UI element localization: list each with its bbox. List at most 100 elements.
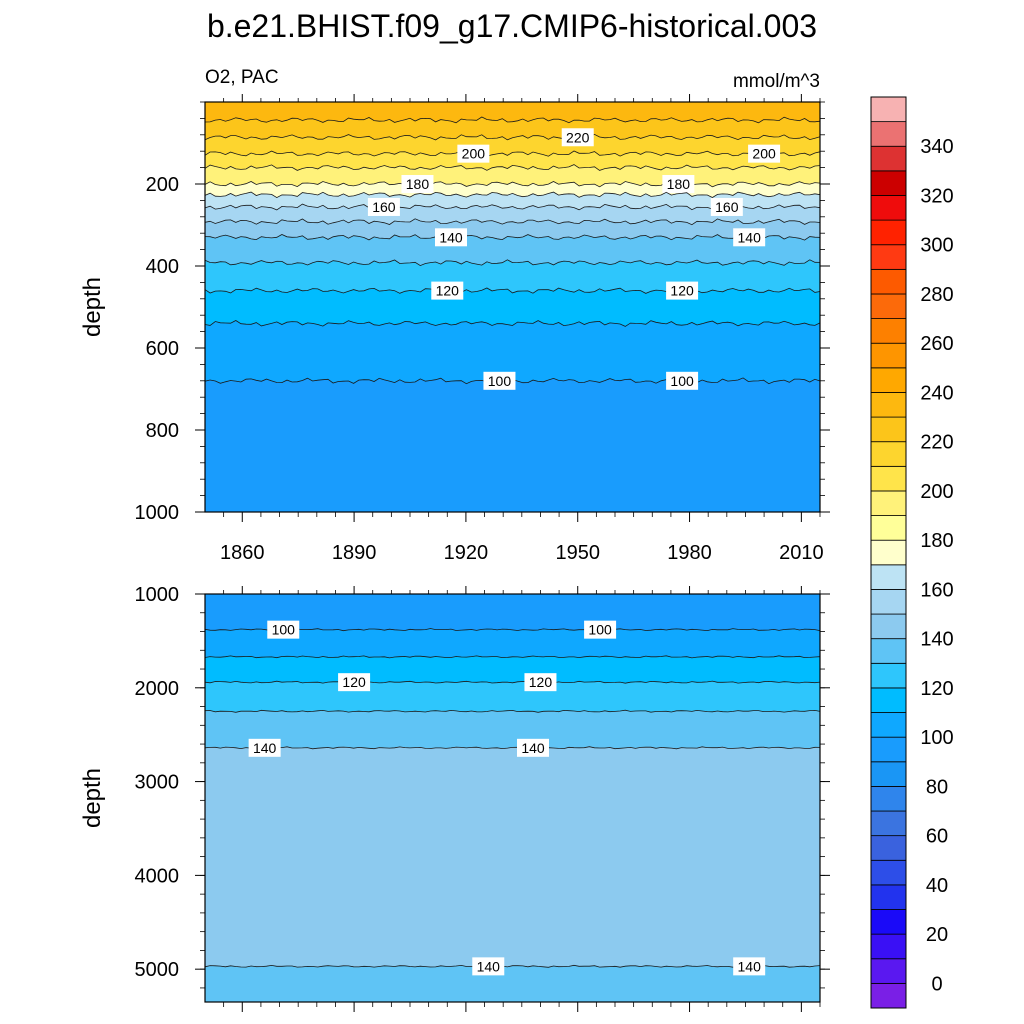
colorbar-label: 160 [920, 579, 953, 601]
contour-line [204, 150, 821, 157]
contour-label: 100 [666, 371, 699, 390]
contour-label: 120 [431, 281, 464, 300]
colorbar-swatch [870, 293, 907, 319]
y-tick-label: 3000 [135, 772, 180, 794]
contour-band [204, 746, 821, 968]
colorbar-swatch [870, 761, 907, 787]
contour-label-text: 120 [670, 283, 694, 299]
contour-label-text: 100 [670, 373, 694, 389]
contour-label: 200 [748, 144, 781, 163]
contour-label-text: 120 [436, 283, 460, 299]
colorbar-swatch [870, 318, 907, 344]
colorbar-swatch [870, 662, 907, 689]
contour-label: 160 [367, 197, 400, 216]
colorbar-swatch [870, 121, 907, 147]
colorbar-swatch [870, 268, 907, 295]
contour-band [204, 680, 821, 713]
chart-title: b.e21.BHIST.f09_g17.CMIP6-historical.003 [207, 8, 817, 44]
colorbar-swatch [870, 490, 907, 516]
colorbar-swatch [870, 638, 907, 664]
contour-line [204, 320, 821, 327]
y-tick-label: 400 [146, 256, 179, 278]
contour-label: 140 [733, 228, 766, 247]
contour-label: 220 [561, 128, 594, 147]
colorbar-swatch [870, 195, 907, 221]
contour-label-text: 100 [588, 622, 612, 638]
colorbar-label: 40 [926, 875, 948, 897]
contour-label: 140 [517, 738, 549, 757]
colorbar-swatch [870, 416, 907, 443]
colorbar-swatch [870, 958, 907, 984]
colorbar-label: 60 [926, 826, 948, 848]
x-tick-label: 1860 [220, 542, 265, 564]
colorbar-label: 300 [920, 235, 953, 257]
colorbar-swatch [870, 810, 907, 837]
contour-label: 140 [472, 957, 505, 976]
colorbar-swatch [870, 613, 907, 640]
contour-label-text: 180 [406, 176, 430, 192]
contour-label-text: 140 [738, 958, 762, 974]
colorbar-swatch [870, 367, 907, 393]
contour-line [204, 116, 821, 124]
contour-label-text: 140 [738, 229, 762, 245]
y-tick-label: 1000 [135, 502, 180, 524]
colorbar-swatch [870, 515, 907, 541]
contour-label: 140 [248, 738, 281, 757]
colorbar-swatch [870, 884, 907, 910]
contour-band [204, 709, 821, 750]
colorbar-swatch [870, 835, 907, 861]
contour-label: 160 [710, 197, 743, 216]
colorbar-label: 100 [920, 727, 953, 749]
contour-line [204, 746, 821, 750]
colorbar-swatch [870, 96, 907, 123]
contour-band [204, 964, 821, 1003]
colorbar-swatch [870, 859, 907, 886]
contour-label-text: 200 [752, 146, 776, 162]
colorbar-swatch [870, 589, 907, 615]
colorbar-label: 20 [926, 924, 948, 946]
colorbar-swatch [870, 342, 907, 369]
contour-label: 100 [267, 620, 300, 639]
colorbar-label: 0 [931, 973, 942, 995]
contour-line [204, 964, 821, 968]
y-tick-label: 1000 [135, 584, 180, 606]
colorbar-label: 280 [920, 284, 953, 306]
contour-line [204, 287, 821, 294]
contour-label-text: 160 [372, 199, 396, 215]
variable-region-label: O2, PAC [205, 67, 279, 88]
colorbar-label: 200 [920, 481, 953, 503]
contour-band [204, 259, 821, 294]
units-label: mmol/m^3 [733, 71, 820, 92]
contour-line [204, 628, 821, 632]
contour-line [204, 259, 821, 267]
colorbar-label: 180 [920, 530, 953, 552]
colorbar-label: 240 [920, 382, 953, 404]
contour-label: 100 [584, 620, 617, 639]
contour-label-text: 180 [667, 176, 691, 192]
contour-line [204, 218, 821, 226]
contour-band [204, 234, 821, 266]
colorbar-swatch [870, 465, 907, 492]
y-tick-label: 2000 [135, 678, 180, 700]
colorbar-swatch [870, 786, 907, 812]
contour-line [204, 180, 821, 188]
contour-label: 180 [662, 175, 695, 193]
contour-line [204, 680, 821, 684]
contour-line [204, 655, 821, 659]
contour-band [204, 287, 821, 327]
x-tick-label: 1920 [444, 542, 489, 564]
colorbar-swatch [870, 909, 907, 935]
colorbar-label: 140 [920, 629, 953, 651]
plot-frame [204, 101, 821, 513]
x-tick-label: 1950 [555, 542, 600, 564]
contour-band [204, 655, 821, 684]
colorbar-swatch [870, 564, 907, 590]
colorbar-frame [870, 96, 907, 1009]
contour-line [204, 234, 821, 241]
contour-label: 100 [483, 371, 516, 390]
y-tick-label: 4000 [135, 865, 180, 887]
contour-line [204, 164, 821, 171]
contour-line [204, 709, 821, 713]
colorbar-swatch [870, 712, 907, 738]
